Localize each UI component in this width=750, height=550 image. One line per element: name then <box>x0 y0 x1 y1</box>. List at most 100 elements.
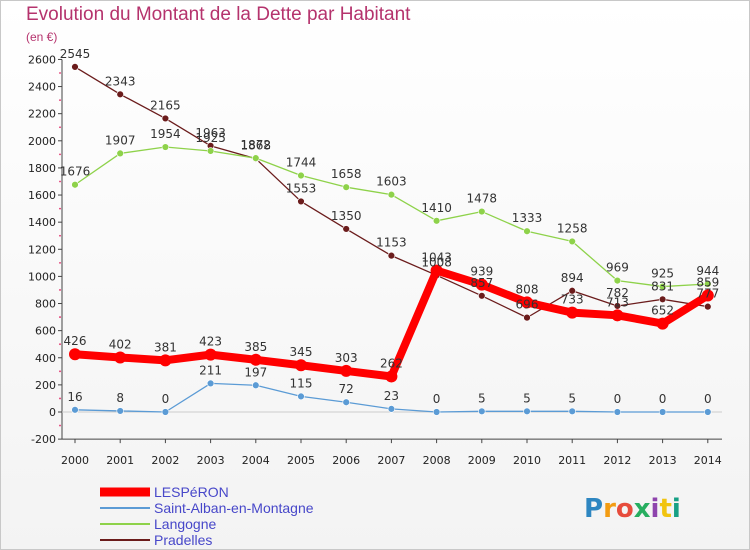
data-label-langogne: 1872 <box>241 138 272 152</box>
data-point-saint-alban-en-montagne <box>613 408 622 416</box>
data-label-lesp-ron: 423 <box>199 335 222 349</box>
data-point-lesp-ron <box>521 296 533 309</box>
data-label-lesp-ron: 1043 <box>421 251 452 265</box>
y-minor-tick <box>59 207 61 210</box>
data-point-saint-alban-en-montagne <box>478 407 486 416</box>
data-label-lesp-ron: 381 <box>154 340 177 354</box>
x-tick-label: 2000 <box>61 454 89 467</box>
x-tick-label: 2007 <box>377 454 405 467</box>
data-point-langogne <box>71 181 79 189</box>
y-tick-label: 2200 <box>28 108 56 121</box>
data-point-pradelles <box>387 251 396 260</box>
data-label-lesp-ron: 303 <box>335 351 358 365</box>
data-point-pradelles <box>297 197 305 206</box>
data-label-langogne: 1603 <box>376 175 407 189</box>
data-point-langogne <box>658 282 667 291</box>
data-point-saint-alban-en-montagne <box>206 379 215 388</box>
data-label-lesp-ron: 808 <box>516 282 539 296</box>
y-tick-label: 400 <box>35 352 56 365</box>
y-tick-label: 1600 <box>28 189 56 202</box>
y-minor-tick <box>59 180 61 183</box>
data-label-langogne: 1744 <box>286 156 317 170</box>
y-tick-label: 0 <box>49 406 56 419</box>
data-point-lesp-ron <box>656 317 669 330</box>
data-label-saint-alban-en-montagne: 211 <box>199 363 222 377</box>
data-point-lesp-ron <box>611 309 624 322</box>
y-minor-tick <box>59 397 61 400</box>
data-point-saint-alban-en-montagne <box>252 381 260 389</box>
data-point-langogne <box>523 227 531 235</box>
data-point-saint-alban-en-montagne <box>568 407 576 416</box>
data-label-langogne: 1676 <box>60 165 91 179</box>
y-tick-label: 1800 <box>28 162 56 175</box>
y-minor-tick <box>59 153 61 156</box>
x-tick-label: 2001 <box>106 454 134 467</box>
data-point-lesp-ron <box>340 364 353 377</box>
series-layer <box>69 63 714 416</box>
data-label-pradelles: 782 <box>606 286 629 300</box>
data-label-saint-alban-en-montagne: 72 <box>339 382 354 396</box>
data-point-pradelles <box>523 313 531 322</box>
legend: LESPéRONSaint-Alban-en-MontagneLangogneP… <box>100 484 314 548</box>
data-label-lesp-ron: 426 <box>64 334 87 348</box>
data-point-langogne <box>568 237 576 246</box>
data-point-langogne <box>252 154 260 162</box>
proxiti-logo: Proxiti <box>584 494 681 524</box>
data-label-pradelles: 1350 <box>331 209 362 223</box>
data-point-pradelles <box>161 114 170 123</box>
legend-label-lesp-ron: LESPéRON <box>154 484 229 500</box>
data-label-saint-alban-en-montagne: 5 <box>478 391 486 405</box>
y-tick-label: 1200 <box>28 243 56 256</box>
data-label-pradelles: 2343 <box>105 74 136 88</box>
data-label-pradelles: 696 <box>516 298 539 312</box>
data-label-lesp-ron: 262 <box>380 356 403 370</box>
y-tick-label: 2600 <box>28 53 56 66</box>
data-label-pradelles: 831 <box>651 279 674 293</box>
data-label-langogne: 969 <box>606 261 629 275</box>
data-label-saint-alban-en-montagne: 197 <box>244 365 267 379</box>
data-point-saint-alban-en-montagne <box>342 398 350 406</box>
data-point-lesp-ron <box>475 278 488 291</box>
chart-title: Evolution du Montant de la Dette par Hab… <box>26 4 411 25</box>
data-point-langogne <box>613 276 622 285</box>
y-minor-tick <box>59 343 61 346</box>
y-tick-label: 200 <box>35 379 56 392</box>
y-unit-label: (en €) <box>26 30 58 44</box>
data-point-langogne <box>432 217 441 225</box>
y-minor-tick <box>59 316 61 318</box>
data-point-langogne <box>161 143 170 151</box>
data-label-lesp-ron: 345 <box>290 345 313 359</box>
data-labels: 2545 2343 2165 1963 1868 1553 1350 1153 1008 857 6… <box>60 47 720 406</box>
data-point-pradelles <box>568 287 576 295</box>
data-point-langogne <box>342 183 350 191</box>
data-point-saint-alban-en-montagne <box>297 392 305 401</box>
data-point-pradelles <box>71 63 79 71</box>
x-tick-label: 2006 <box>332 454 360 467</box>
data-label-saint-alban-en-montagne: 16 <box>67 390 82 404</box>
data-label-langogne: 944 <box>696 264 719 278</box>
y-minor-tick <box>59 289 61 291</box>
data-label-saint-alban-en-montagne: 0 <box>614 392 622 406</box>
x-tick-label: 2010 <box>513 454 541 467</box>
legend-label-pradelles: Pradelles <box>154 532 212 548</box>
data-point-langogne <box>206 147 215 155</box>
data-label-saint-alban-en-montagne: 115 <box>290 376 313 390</box>
data-label-pradelles: 2165 <box>150 98 181 112</box>
x-tick-label: 2003 <box>197 454 225 467</box>
data-label-saint-alban-en-montagne: 5 <box>568 391 576 405</box>
data-label-pradelles: 1868 <box>241 139 272 153</box>
data-label-langogne: 1333 <box>512 211 543 225</box>
x-tick-label: 2013 <box>649 454 677 467</box>
data-point-saint-alban-en-montagne <box>704 408 712 416</box>
y-minor-tick <box>59 99 61 102</box>
x-tick-label: 2011 <box>558 454 586 467</box>
data-point-saint-alban-en-montagne <box>658 408 667 416</box>
data-point-saint-alban-en-montagne <box>71 406 79 414</box>
y-minor-tick <box>59 234 61 237</box>
y-minor-tick <box>59 261 61 264</box>
data-label-lesp-ron: 402 <box>109 337 132 351</box>
y-tick-label: 2400 <box>28 81 56 94</box>
x-tick-label: 2009 <box>468 454 496 467</box>
data-point-saint-alban-en-montagne <box>116 407 124 415</box>
